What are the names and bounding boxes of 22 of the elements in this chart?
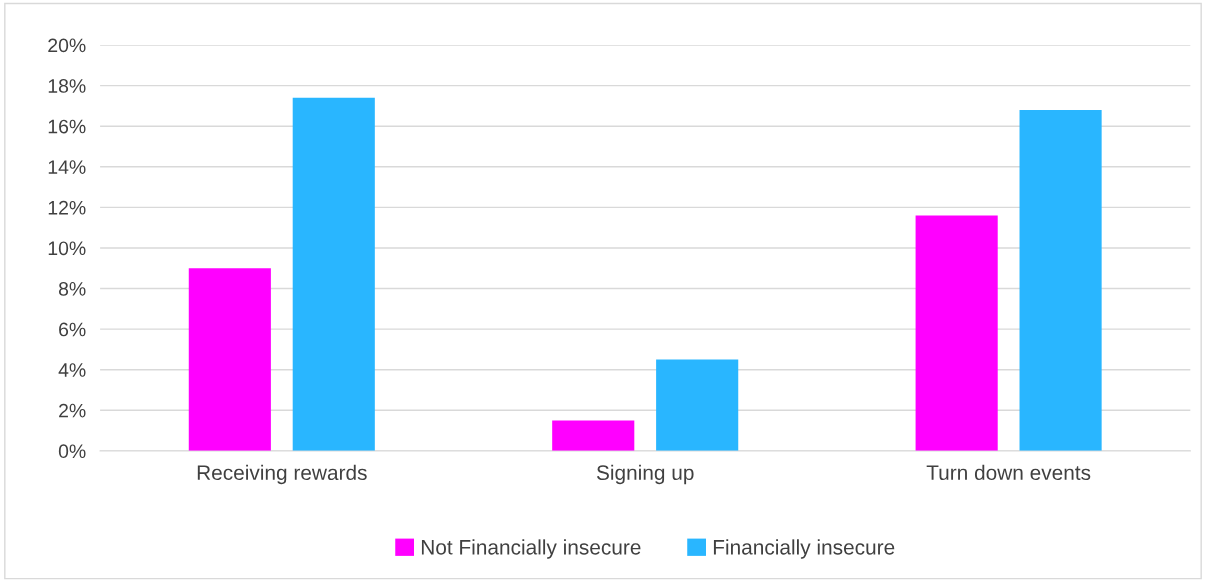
bar <box>1019 109 1102 451</box>
y-tick-label: 12% <box>48 200 86 215</box>
y-tick-label: 16% <box>48 119 86 134</box>
y-tick-label: 20% <box>48 38 86 53</box>
bar <box>188 268 271 451</box>
y-tick-label: 10% <box>48 241 86 256</box>
legend-label: Not Financially insecure <box>421 539 641 559</box>
bar <box>552 420 635 451</box>
bar <box>915 215 998 451</box>
y-tick-label: 4% <box>58 363 86 377</box>
x-tick-label: Receiving rewards <box>197 464 367 485</box>
y-tick-label: 14% <box>48 160 86 174</box>
x-tick-label: Turn down events <box>926 464 1091 481</box>
bar <box>292 97 375 451</box>
y-tick-label: 6% <box>59 322 86 337</box>
y-tick-label: 8% <box>58 281 86 296</box>
legend-label: Financially insecure <box>713 539 895 559</box>
y-tick-label: 2% <box>59 403 86 418</box>
y-tick-label: 0% <box>58 444 86 459</box>
x-tick-label: Signing up <box>596 464 694 485</box>
y-tick-label: 18% <box>48 79 86 93</box>
bar <box>656 359 739 451</box>
